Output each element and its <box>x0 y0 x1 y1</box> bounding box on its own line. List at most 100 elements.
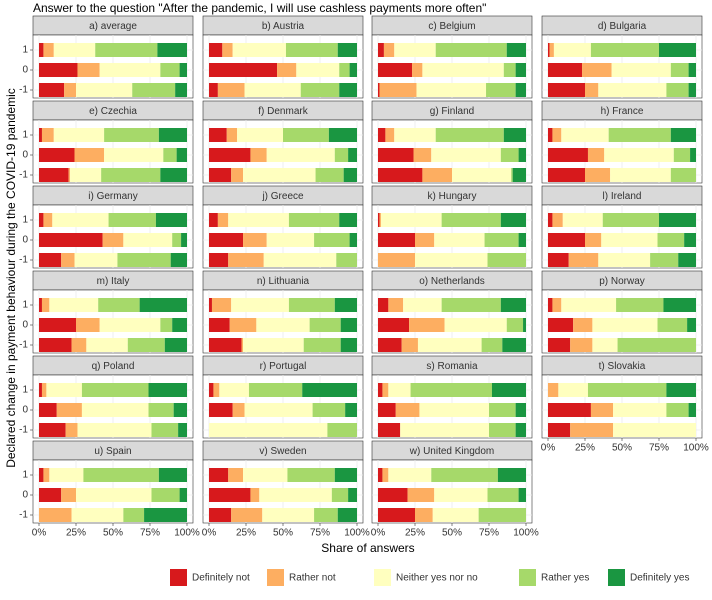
bar-segment <box>243 338 304 352</box>
bar-segment <box>435 128 504 142</box>
x-tick-label: 75% <box>649 443 669 454</box>
bar-segment <box>52 213 109 227</box>
bar-segment <box>164 338 187 352</box>
bar-segment <box>666 383 696 397</box>
bar-segment <box>378 168 423 182</box>
bar-segment <box>690 148 696 162</box>
bar-segment <box>39 403 57 417</box>
bar-segment <box>61 253 75 267</box>
bar-segment <box>160 168 187 182</box>
bar-segment <box>263 253 337 267</box>
bar-segment <box>170 253 187 267</box>
bar-segment <box>123 508 145 522</box>
bar-segment <box>39 83 65 97</box>
x-tick-label: 0% <box>541 443 556 454</box>
bar-segment <box>231 168 244 182</box>
bar-segment <box>670 128 696 142</box>
bar-segment <box>41 298 50 312</box>
bar-segment <box>39 43 44 57</box>
bar-segment <box>378 468 383 482</box>
y-tick-label: 1 <box>22 470 28 481</box>
bar-segment <box>688 403 696 417</box>
bar-segment <box>288 213 340 227</box>
bar-segment <box>39 488 62 502</box>
y-tick-label: 0 <box>22 65 28 76</box>
bar-segment <box>613 403 667 417</box>
panel-title: n) Lithuania <box>257 276 310 287</box>
bar-segment <box>558 383 588 397</box>
y-tick-label: 0 <box>22 235 28 246</box>
bar-segment <box>378 83 380 97</box>
bar-segment <box>61 488 76 502</box>
bar-segment <box>49 468 84 482</box>
bar-segment <box>209 423 328 437</box>
bar-segment <box>687 318 696 332</box>
bar-segment <box>259 488 332 502</box>
bar-segment <box>209 128 227 142</box>
bar-segment <box>506 318 524 332</box>
bar-segment <box>160 318 173 332</box>
bar-segment <box>422 63 504 77</box>
bar-segment <box>515 403 526 417</box>
x-tick-label: 25% <box>405 528 425 539</box>
bar-segment <box>548 63 583 77</box>
bar-segment <box>222 43 233 57</box>
bar-segment <box>382 383 389 397</box>
bar-segment <box>378 403 396 417</box>
bar-segment <box>86 338 128 352</box>
panel-title: o) Netherlands <box>419 276 485 287</box>
panel-title: k) Hungary <box>428 191 477 202</box>
bar-segment <box>244 83 301 97</box>
legend-label: Neither yes nor no <box>396 573 478 584</box>
bar-segment <box>403 298 442 312</box>
bar-segment <box>378 43 384 57</box>
bar-segment <box>548 383 559 397</box>
bar-segment <box>610 168 671 182</box>
bar-segment <box>413 148 432 162</box>
bar-segment <box>287 468 335 482</box>
bar-segment <box>400 423 489 437</box>
bar-segment <box>515 83 526 97</box>
bar-segment <box>657 233 685 247</box>
bar-segment <box>228 468 244 482</box>
bar-segment <box>39 338 72 352</box>
bar-segment <box>688 83 696 97</box>
bar-segment <box>487 253 526 267</box>
bar-segment <box>573 318 593 332</box>
legend-label: Definitely not <box>192 573 250 584</box>
bar-segment <box>570 423 614 437</box>
bar-segment <box>71 338 87 352</box>
y-tick-label: -1 <box>19 340 28 351</box>
bar-segment <box>314 508 338 522</box>
bar-segment <box>659 43 696 57</box>
bar-segment <box>99 63 161 77</box>
bar-segment <box>548 83 585 97</box>
bar-segment <box>432 508 479 522</box>
bar-segment <box>296 63 340 77</box>
bar-segment <box>345 403 357 417</box>
bar-segment <box>219 383 249 397</box>
bar-segment <box>209 43 223 57</box>
bar-segment <box>678 253 696 267</box>
bar-segment <box>548 298 553 312</box>
bar-segment <box>486 83 516 97</box>
bar-segment <box>232 43 286 57</box>
bar-segment <box>39 468 44 482</box>
bar-segment <box>46 383 82 397</box>
bar-segment <box>39 233 103 247</box>
bar-segment <box>77 423 152 437</box>
bar-segment <box>211 298 232 312</box>
bar-segment <box>39 318 76 332</box>
bar-segment <box>173 403 187 417</box>
bar-segment <box>548 338 571 352</box>
bar-segment <box>74 148 105 162</box>
bar-segment <box>673 148 691 162</box>
bar-segment <box>340 318 357 332</box>
y-tick-label: 0 <box>22 405 28 416</box>
bar-segment <box>68 168 71 182</box>
bar-segment <box>243 468 288 482</box>
bar-segment <box>441 298 501 312</box>
bar-segment <box>602 213 659 227</box>
bar-segment <box>500 213 526 227</box>
bar-segment <box>217 213 229 227</box>
